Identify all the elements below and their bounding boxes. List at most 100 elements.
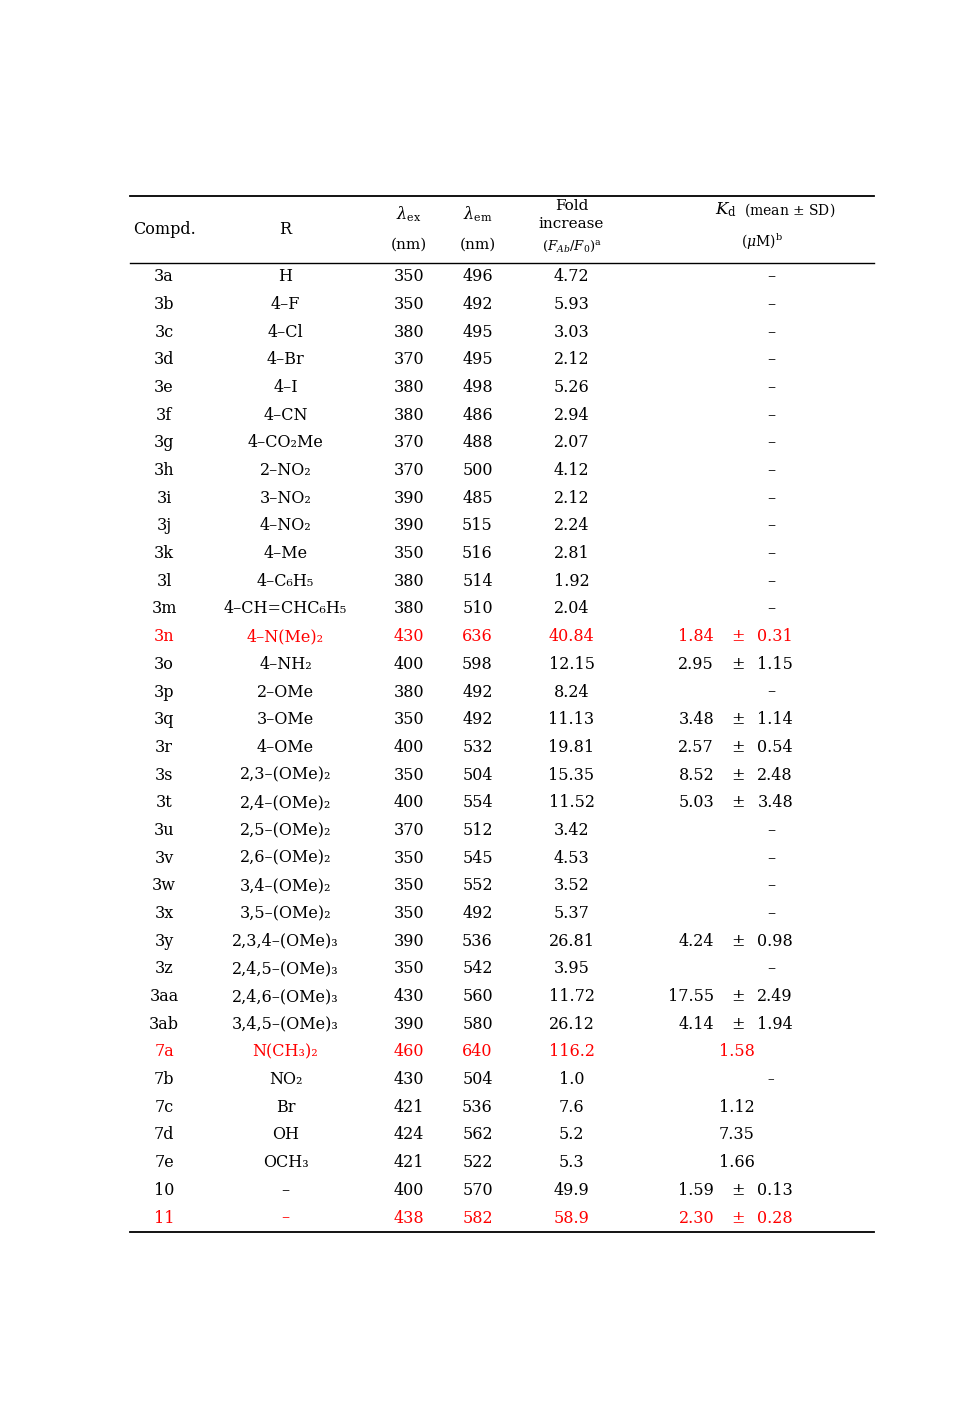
Text: 4.14: 4.14 [678, 1015, 713, 1033]
Text: 510: 510 [462, 600, 492, 617]
Text: –: – [767, 1073, 774, 1085]
Text: 545: 545 [462, 849, 492, 866]
Text: 390: 390 [393, 1015, 424, 1033]
Text: 492: 492 [462, 905, 492, 922]
Text: 15.35: 15.35 [548, 766, 594, 783]
Text: 522: 522 [462, 1154, 492, 1171]
Text: 486: 486 [462, 406, 492, 423]
Text: 4.72: 4.72 [554, 269, 589, 285]
Text: 4–CN: 4–CN [263, 406, 307, 423]
Text: 350: 350 [393, 849, 424, 866]
Text: 3.42: 3.42 [554, 823, 589, 839]
Text: 554: 554 [462, 794, 492, 811]
Text: 17.55: 17.55 [667, 988, 713, 1005]
Text: 3d: 3d [154, 352, 174, 368]
Text: 350: 350 [393, 269, 424, 285]
Text: 4.12: 4.12 [554, 463, 589, 479]
Text: 2,6–(OMe)₂: 2,6–(OMe)₂ [240, 849, 331, 866]
Text: ±: ± [731, 655, 744, 673]
Text: 3,4,5–(OMe)₃: 3,4,5–(OMe)₃ [232, 1015, 338, 1033]
Text: 3ab: 3ab [149, 1015, 179, 1033]
Text: 1.58: 1.58 [718, 1043, 754, 1060]
Text: 5.03: 5.03 [678, 794, 713, 811]
Text: –: – [766, 406, 775, 423]
Text: 4–CH=CHC₆H₅: 4–CH=CHC₆H₅ [224, 600, 347, 617]
Text: 3,5–(OMe)₂: 3,5–(OMe)₂ [240, 905, 331, 922]
Text: ±: ± [731, 932, 744, 949]
Text: 2.12: 2.12 [554, 489, 589, 506]
Text: 560: 560 [462, 988, 492, 1005]
Text: 11.13: 11.13 [548, 711, 594, 728]
Text: 504: 504 [462, 766, 492, 783]
Text: 3c: 3c [155, 323, 173, 340]
Text: 380: 380 [393, 572, 424, 589]
Text: $K_{\rm d}$: $K_{\rm d}$ [714, 201, 735, 219]
Text: 2.48: 2.48 [757, 766, 792, 783]
Text: 504: 504 [462, 1071, 492, 1088]
Text: 430: 430 [393, 628, 424, 645]
Text: 350: 350 [393, 766, 424, 783]
Text: 2.04: 2.04 [554, 600, 589, 617]
Text: –: – [281, 1182, 289, 1199]
Text: 4–NH₂: 4–NH₂ [259, 655, 312, 673]
Text: 3u: 3u [154, 823, 174, 839]
Text: 0.28: 0.28 [757, 1209, 792, 1226]
Text: 390: 390 [393, 932, 424, 949]
Text: $\lambda_{\rm ex}$: $\lambda_{\rm ex}$ [396, 204, 422, 224]
Text: 3p: 3p [154, 683, 174, 700]
Text: –: – [766, 572, 775, 589]
Text: 598: 598 [462, 655, 492, 673]
Text: 3a: 3a [155, 269, 174, 285]
Text: 3x: 3x [155, 905, 173, 922]
Text: –: – [766, 352, 775, 368]
Text: Br: Br [276, 1098, 295, 1116]
Text: 3n: 3n [154, 628, 174, 645]
Text: 3h: 3h [154, 463, 174, 479]
Text: 500: 500 [462, 463, 492, 479]
Text: –: – [766, 546, 775, 562]
Text: 438: 438 [393, 1209, 424, 1226]
Text: 7c: 7c [155, 1098, 173, 1116]
Text: ±: ± [731, 766, 744, 783]
Text: 3y: 3y [155, 932, 173, 949]
Text: 3t: 3t [156, 794, 172, 811]
Text: 8.52: 8.52 [678, 766, 713, 783]
Text: 2,4,5–(OMe)₃: 2,4,5–(OMe)₃ [232, 960, 338, 977]
Text: 485: 485 [462, 489, 492, 506]
Text: –: – [766, 683, 775, 700]
Text: 7d: 7d [154, 1126, 174, 1143]
Text: 495: 495 [462, 352, 492, 368]
Text: 2,4,6–(OMe)₃: 2,4,6–(OMe)₃ [232, 988, 338, 1005]
Text: (nm): (nm) [390, 238, 426, 252]
Text: 380: 380 [393, 380, 424, 396]
Text: 40.84: 40.84 [548, 628, 594, 645]
Text: –: – [766, 489, 775, 506]
Text: 3.95: 3.95 [553, 960, 589, 977]
Text: 2.94: 2.94 [554, 406, 589, 423]
Text: 26.81: 26.81 [548, 932, 594, 949]
Text: 3r: 3r [155, 740, 173, 756]
Text: 495: 495 [462, 323, 492, 340]
Text: $\lambda_{\rm em}$: $\lambda_{\rm em}$ [463, 204, 492, 224]
Text: 3.03: 3.03 [554, 323, 589, 340]
Text: 1.15: 1.15 [757, 655, 792, 673]
Text: 2.57: 2.57 [678, 740, 713, 756]
Text: (nm): (nm) [459, 238, 495, 252]
Text: 460: 460 [393, 1043, 424, 1060]
Text: increase: increase [538, 217, 603, 231]
Text: 1.12: 1.12 [718, 1098, 754, 1116]
Text: 11.72: 11.72 [548, 988, 594, 1005]
Text: 350: 350 [393, 960, 424, 977]
Text: 4–Cl: 4–Cl [267, 323, 303, 340]
Text: 3,4–(OMe)₂: 3,4–(OMe)₂ [240, 877, 331, 894]
Text: 400: 400 [393, 655, 423, 673]
Text: 350: 350 [393, 711, 424, 728]
Text: 350: 350 [393, 546, 424, 562]
Text: 3aa: 3aa [150, 988, 179, 1005]
Text: 400: 400 [393, 794, 423, 811]
Text: 4–C₆H₅: 4–C₆H₅ [256, 572, 314, 589]
Text: 492: 492 [462, 295, 492, 314]
Text: $(\mu{\rm M})^{\rm b}$: $(\mu{\rm M})^{\rm b}$ [740, 232, 782, 253]
Text: 3v: 3v [155, 849, 173, 866]
Text: –: – [281, 1209, 289, 1226]
